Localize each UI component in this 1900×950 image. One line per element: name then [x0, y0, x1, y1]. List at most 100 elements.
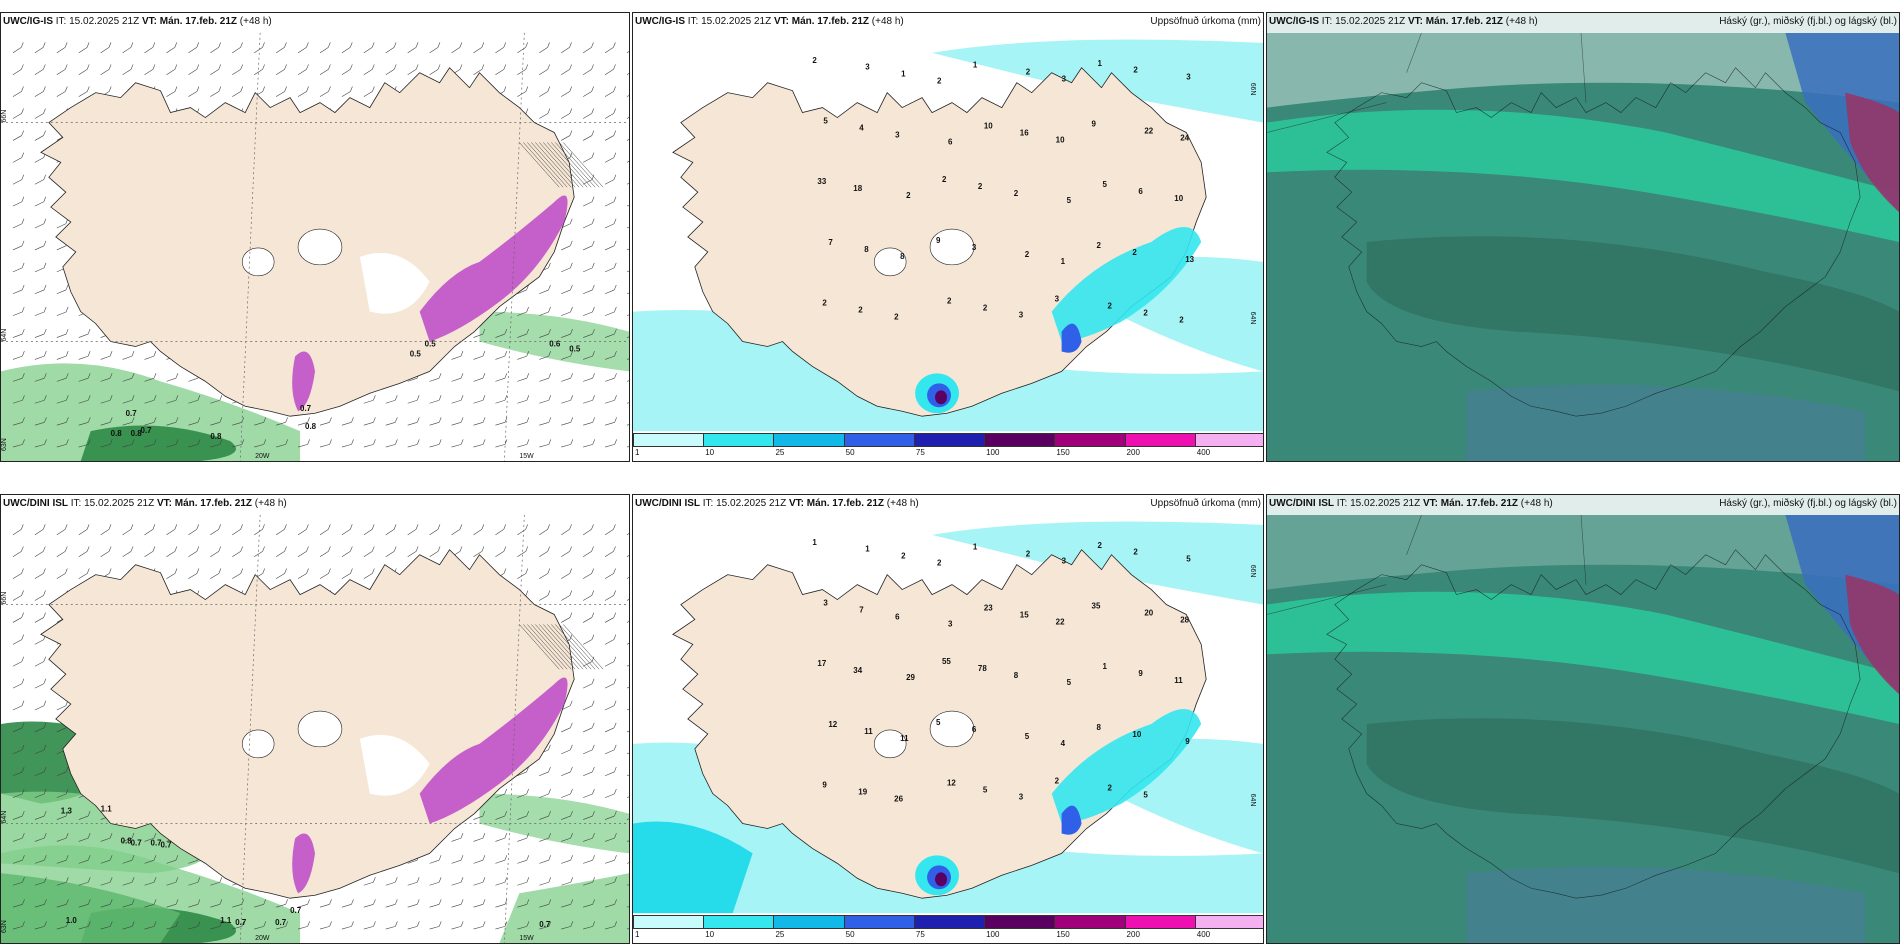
precip-value-label: 10: [1174, 194, 1183, 203]
longitude-label: 20W: [255, 935, 270, 942]
map-value-label: 0.5: [569, 344, 581, 353]
precip-legend: 1 10 25 50 75 100 150 200 400: [633, 915, 1263, 943]
legend-tick-label: 400: [1196, 448, 1211, 457]
precip-value-label: 9: [822, 781, 827, 790]
precip-value-label: 6: [972, 725, 977, 734]
precip-value-label: 3: [948, 619, 953, 628]
precip-value-label: 17: [817, 659, 826, 668]
map-value-label: 0.6: [549, 340, 561, 349]
precip-value-label: 2: [901, 552, 906, 561]
precip-value-label: 2: [1025, 250, 1030, 259]
graticule: [1, 514, 629, 943]
legend-swatch: [773, 915, 845, 929]
latitude-label: 66N: [1249, 565, 1256, 578]
heavy-precip-cells: [915, 227, 1202, 414]
precip-value-label: 2: [947, 297, 952, 306]
precip-value-label: 2: [1097, 241, 1102, 250]
panel-header: UWC/DINI ISL IT: 15.02.2025 21Z VT: Mán.…: [1267, 495, 1899, 515]
precip-legend: 1 10 25 50 75 100 150 200 400: [633, 433, 1263, 461]
snow-area: [359, 734, 430, 796]
legend-swatch: [1194, 433, 1263, 447]
legend-tick-label: 400: [1196, 930, 1211, 939]
precip-value-label: 3: [1019, 311, 1024, 320]
precip-value-label: 3: [1055, 295, 1060, 304]
panel-header: UWC/IG-IS IT: 15.02.2025 21Z VT: Mán. 17…: [635, 16, 1261, 27]
precip-value-label: 10: [984, 121, 993, 130]
precip-value-label: 1: [1061, 257, 1066, 266]
precip-value-label: 5: [1143, 791, 1148, 800]
legend-tick-label: 100: [986, 930, 1000, 939]
panel-header: UWC/DINI ISL IT: 15.02.2025 21Z VT: Mán.…: [635, 498, 1261, 509]
legend-swatch: [913, 915, 986, 929]
map-value-label: 0.7: [126, 409, 138, 418]
legend-tick-label: 200: [1126, 930, 1140, 939]
map-value-label: 0.7: [131, 838, 143, 847]
legend-tick-label: 10: [705, 448, 715, 457]
precip-value-label: 8: [1014, 671, 1019, 680]
precip-value-label: 3: [1062, 557, 1067, 566]
precip-value-label: 16: [1020, 128, 1029, 137]
precip-value-label: 35: [1092, 601, 1101, 610]
map-value-label: 0.5: [425, 340, 437, 349]
legend-tick-label: 50: [845, 930, 855, 939]
precip-value-label: 5: [936, 718, 941, 727]
precip-value-label: 33: [817, 177, 826, 186]
precip-value-label: 5: [983, 786, 988, 795]
latitude-label: 66N: [1, 110, 8, 123]
precip-value-label: 2: [1133, 548, 1138, 557]
precip-value-label: 2: [1143, 309, 1148, 318]
map-value-label: 0.8: [131, 429, 143, 438]
latitude-label: 64N: [1249, 794, 1256, 807]
legend-tick-label: 75: [915, 448, 925, 457]
cloud-map-bottom: [1267, 495, 1899, 943]
precip-value-label: 1: [1103, 662, 1108, 671]
cloud-panel-top: UWC/IG-IS IT: 15.02.2025 21Z VT: Mán. 17…: [1266, 12, 1900, 462]
precip-value-label: 4: [859, 123, 864, 132]
latitude-label: 66N: [1249, 83, 1256, 96]
legend-swatch: [703, 915, 775, 929]
precip-value-label: 6: [948, 137, 953, 146]
legend-tick-label: 150: [1056, 930, 1070, 939]
map-value-label: 1.3: [61, 807, 73, 816]
snow-area: [359, 252, 430, 314]
map-value-label: 1.1: [220, 916, 232, 925]
precip-map-bottom: 1122123225376323152235202817342955788519…: [633, 521, 1263, 914]
precip-value-label: 1: [973, 61, 978, 70]
cloud-panel-bottom: UWC/DINI ISL IT: 15.02.2025 21Z VT: Mán.…: [1266, 494, 1900, 944]
cloud-map-top: [1267, 13, 1899, 461]
legend-swatch: [1124, 915, 1196, 929]
map-value-label: 0.7: [141, 426, 153, 435]
iceland-coastline: [1326, 549, 1861, 899]
precip-value-label: 2: [858, 306, 863, 315]
heavy-precip-cells: [915, 709, 1202, 896]
precip-value-label: 10: [1056, 135, 1065, 144]
legend-swatch: [1054, 433, 1126, 447]
legend-tick-label: 1: [635, 448, 640, 457]
precip-value-label: 2: [894, 313, 899, 322]
latitude-label: 64N: [1, 811, 8, 824]
wind-panel-top: UWC/IG-IS IT: 15.02.2025 21Z VT: Mán. 17…: [0, 12, 630, 462]
legend-swatch: [843, 433, 915, 447]
precip-value-label: 55: [942, 657, 951, 666]
legend-swatch: [984, 915, 1056, 929]
glacier: [241, 729, 275, 759]
precip-value-label: 1: [1098, 59, 1103, 68]
legend-swatch: [913, 433, 986, 447]
precip-value-label: 2: [1098, 541, 1103, 550]
precip-value-label: 11: [864, 727, 873, 736]
precip-value-label: 24: [1180, 133, 1189, 142]
precip-value-label: 1: [865, 545, 870, 554]
precip-value-label: 2: [1055, 777, 1060, 786]
legend-swatch: [633, 433, 705, 447]
precip-value-label: 18: [853, 184, 862, 193]
precip-value-label: 9: [1138, 669, 1143, 678]
precip-value-label: 2: [1107, 784, 1112, 793]
longitude-label: 15W: [519, 935, 534, 942]
precip-value-label: 2: [937, 559, 942, 568]
wind-map-top: 0.70.8 0.80.70.80.80.60.50.50.50.766N64N6…: [1, 32, 629, 461]
precip-value-label: 34: [853, 666, 862, 675]
latitude-label: 64N: [1, 329, 8, 342]
longitude-label: 20W: [255, 453, 270, 460]
legend-swatch: [703, 433, 775, 447]
latitude-label: 64N: [1249, 312, 1256, 325]
